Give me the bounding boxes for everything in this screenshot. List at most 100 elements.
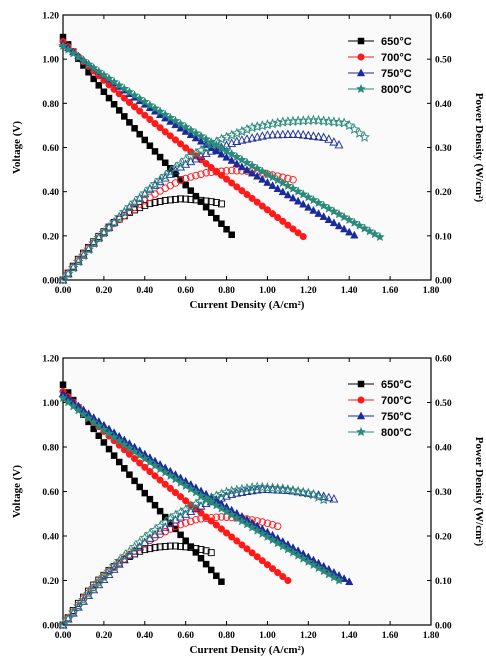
voltage-point bbox=[182, 181, 189, 189]
voltage-point bbox=[131, 477, 138, 485]
power-point bbox=[171, 542, 179, 550]
legend-marker bbox=[357, 396, 365, 404]
voltage-point bbox=[110, 101, 118, 108]
voltage-point bbox=[95, 432, 103, 439]
voltage-point bbox=[242, 165, 252, 174]
voltage-point bbox=[182, 144, 190, 152]
voltage-point bbox=[68, 401, 79, 411]
voltage-point bbox=[105, 94, 113, 102]
voltage-point bbox=[345, 577, 354, 585]
voltage-point bbox=[136, 459, 144, 467]
power-point bbox=[135, 193, 145, 202]
voltage-point bbox=[124, 443, 135, 453]
voltage-point bbox=[279, 572, 287, 581]
y2-axis-label: Power Density (W/cm²) bbox=[473, 437, 485, 547]
y-tick-label: 0.60 bbox=[42, 144, 59, 154]
power-point bbox=[227, 166, 236, 175]
power-point bbox=[161, 197, 169, 204]
y2-tick-label: 0.40 bbox=[435, 100, 452, 110]
power-point bbox=[293, 129, 303, 138]
voltage-point bbox=[110, 452, 118, 459]
power-point bbox=[202, 169, 210, 177]
voltage-point bbox=[269, 565, 277, 573]
legend-label: 800°C bbox=[381, 427, 412, 439]
voltage-point bbox=[218, 220, 225, 227]
power-point bbox=[237, 135, 247, 144]
legend-marker bbox=[356, 83, 366, 94]
y-tick-label: 0.00 bbox=[42, 622, 59, 632]
y-tick-label: 0.80 bbox=[42, 100, 59, 110]
power-point bbox=[192, 171, 200, 180]
voltage-point bbox=[217, 171, 225, 179]
power-point bbox=[176, 176, 185, 185]
voltage-point bbox=[196, 136, 206, 145]
y-tick-label: 0.40 bbox=[42, 188, 59, 198]
voltage-point bbox=[144, 457, 155, 467]
voltage-point bbox=[114, 435, 125, 446]
voltage-point bbox=[248, 194, 256, 202]
power-point bbox=[256, 120, 268, 131]
x-tick-label: 0.60 bbox=[177, 631, 194, 641]
power-point bbox=[324, 492, 334, 502]
power-point bbox=[246, 482, 258, 493]
power-point bbox=[207, 198, 215, 206]
legend-marker bbox=[356, 411, 366, 420]
power-point bbox=[166, 542, 174, 550]
x-tick-label: 1.20 bbox=[300, 286, 317, 296]
x-tick-label: 0.00 bbox=[55, 286, 72, 296]
voltage-point bbox=[374, 231, 385, 242]
voltage-point bbox=[141, 136, 149, 144]
voltage-point bbox=[119, 439, 130, 449]
power-point bbox=[109, 217, 119, 226]
power-point bbox=[236, 483, 248, 494]
power-point bbox=[139, 532, 151, 543]
power-point bbox=[73, 256, 83, 265]
power-point bbox=[149, 524, 161, 535]
voltage-point bbox=[218, 578, 225, 585]
power-point bbox=[93, 232, 105, 243]
voltage-point bbox=[114, 80, 125, 90]
voltage-point bbox=[324, 215, 333, 224]
power-point bbox=[251, 120, 263, 132]
x-tick-label: 0.40 bbox=[136, 631, 153, 641]
voltage-point bbox=[161, 480, 169, 488]
y2-tick-label: 0.60 bbox=[435, 12, 452, 22]
voltage-point bbox=[126, 119, 133, 126]
power-point bbox=[170, 162, 181, 173]
power-point bbox=[166, 196, 174, 204]
power-point bbox=[343, 119, 355, 131]
y2-tick-label: 0.20 bbox=[435, 533, 452, 543]
voltage-point bbox=[109, 432, 120, 442]
voltage-point bbox=[83, 413, 94, 423]
voltage-point bbox=[88, 417, 99, 427]
power-point bbox=[67, 606, 79, 618]
power-point bbox=[252, 485, 262, 494]
y2-tick-label: 0.60 bbox=[435, 355, 452, 365]
voltage-point bbox=[228, 179, 236, 187]
voltage-point bbox=[213, 572, 220, 580]
voltage-point bbox=[93, 420, 104, 431]
voltage-point bbox=[345, 227, 354, 236]
power-point bbox=[99, 227, 109, 237]
legend-label: 750°C bbox=[381, 411, 412, 423]
voltage-point bbox=[98, 424, 109, 434]
legend-marker bbox=[356, 68, 366, 77]
power-point bbox=[83, 243, 94, 255]
power-point bbox=[57, 274, 69, 285]
power-point bbox=[232, 488, 242, 497]
power-point bbox=[329, 137, 339, 146]
voltage-point bbox=[197, 198, 205, 205]
power-point bbox=[241, 482, 253, 494]
power-point bbox=[98, 571, 110, 582]
voltage-point bbox=[68, 48, 79, 58]
voltage-point bbox=[223, 175, 231, 183]
voltage-point bbox=[171, 136, 179, 144]
voltage-point bbox=[253, 171, 262, 180]
power-point bbox=[108, 216, 120, 227]
power-point bbox=[154, 174, 166, 185]
y-tick-label: 1.20 bbox=[42, 12, 59, 22]
voltage-point bbox=[136, 130, 143, 138]
voltage-point bbox=[294, 229, 302, 237]
voltage-point bbox=[83, 59, 94, 69]
power-point bbox=[212, 198, 220, 206]
